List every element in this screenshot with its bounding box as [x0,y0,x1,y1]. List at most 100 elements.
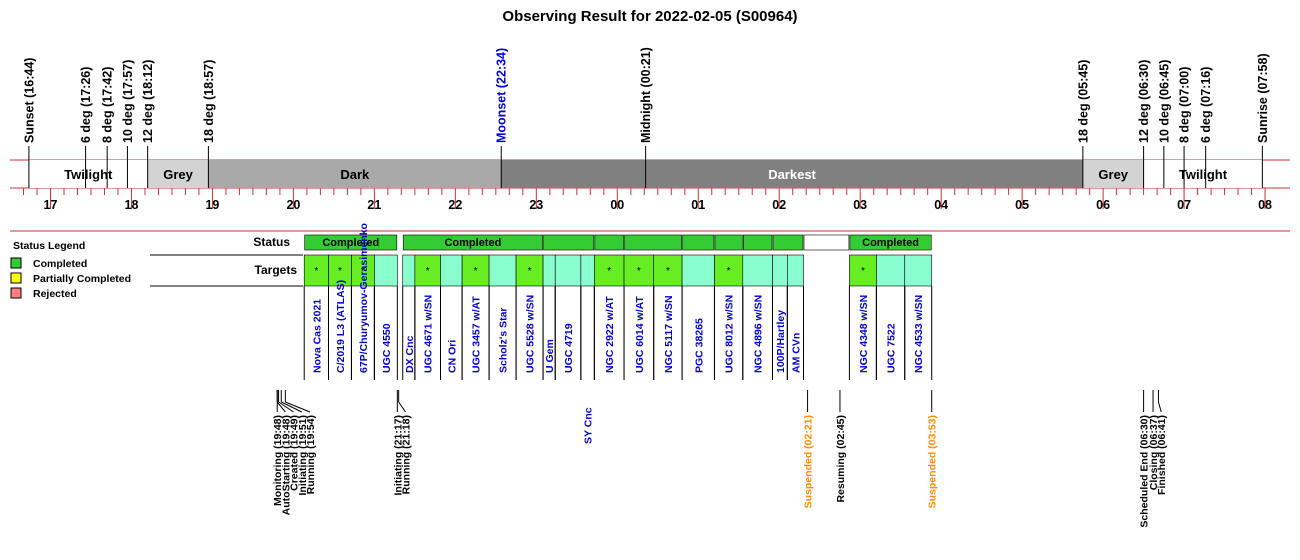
hour-tick-label: 18 [125,198,139,212]
hour-tick-label: 04 [934,198,948,212]
target-cell [554,254,582,287]
sky-event-label: 8 deg (07:00) [1178,67,1192,143]
sky-event-label: 18 deg (18:57) [202,60,216,143]
target-cell [904,254,933,287]
hour-tick-label: 20 [286,198,300,212]
target-cell [488,254,517,287]
hour-tick-label: 22 [448,198,462,212]
run-event-leader [398,401,406,413]
hour-tick-label: 01 [691,198,705,212]
target-marker: * [528,266,532,277]
target-marker: * [338,266,342,277]
status-segment [543,234,595,251]
sky-event-label: 6 deg (17:26) [79,67,93,143]
hour-tick-label: 02 [772,198,786,212]
target-cell [623,254,655,287]
run-event-leader [278,401,294,413]
status-segment [682,234,715,251]
target-cell [849,254,877,287]
sky-event-label: 12 deg (06:30) [1137,60,1151,143]
sky-band-label: Twilight [64,167,113,182]
target-name: UGC 4550 [381,323,393,373]
target-cell [414,254,441,287]
run-event-label: Running (19:54) [305,415,317,494]
sky-event-label: 6 deg (07:16) [1199,67,1213,143]
sky-event-label: 10 deg (06:45) [1157,60,1171,143]
target-name: UGC 5528 w/SN [525,295,537,373]
target-cell [772,254,788,287]
run-event-leader [285,401,311,413]
status-legend: Status Legend Completed Partially Complet… [10,240,131,300]
sky-event-label: Moonset (22:34) [495,48,509,143]
run-event-leader [1157,401,1162,413]
status-segment-label: Completed [444,237,501,249]
sky-band-darkest [501,160,1083,188]
hour-tick-label: 17 [44,198,58,212]
hour-tick-label: 21 [367,198,381,212]
run-event-label: AutoStarting (19:48) [280,415,292,515]
hour-tick-label: 23 [529,198,543,212]
run-event-label: Running (21:18) [401,415,413,494]
status-segments: Completed Completed Completed [304,234,932,251]
target-name: 67P/Churyumov-Gerasimenko [358,223,370,373]
sky-band-label: Dark [340,167,370,182]
sky-band-label: Darkest [768,167,816,182]
target-marker: * [314,266,318,277]
status-segment-label: Completed [322,237,379,249]
target-marker: * [637,266,641,277]
hour-tick-label: 03 [853,198,867,212]
legend-label: Rejected [33,288,77,300]
target-name: Scholz's Star [498,307,510,373]
legend-label: Completed [33,258,87,270]
run-event-label: Finished (06:41) [1156,415,1168,495]
sky-event-label: 8 deg (17:42) [101,67,115,143]
sky-event-label: Sunrise (07:58) [1256,53,1270,143]
status-row-label: Status [253,235,290,249]
run-event-label: Scheduled End (06:30) [1139,415,1151,528]
target-marker: * [861,266,865,277]
hour-tick-label: 07 [1177,198,1191,212]
legend-label: Partially Completed [33,273,131,285]
hour-tick-label: 08 [1258,198,1272,212]
chart-title: Observing Result for 2022-02-05 (S00964) [502,8,797,25]
target-name: U Gem [544,339,556,373]
target-cell [681,254,715,287]
target-name: NGC 2922 w/AT [604,296,616,373]
target-names: Nova Cas 2021 C/2019 L3 (ATLAS) 67P/Churyu… [311,223,925,444]
legend-items: Completed Partially Completed Rejected [10,257,131,300]
target-marker: * [474,266,478,277]
sky-band-dark [208,160,502,188]
target-cell [542,254,556,287]
target-name: NGC 4533 w/SN [913,295,925,373]
run-event-label: Suspended (02:21) [803,415,815,508]
status-segment [594,234,624,251]
target-cell [714,254,744,287]
run-event-label: Closing (06:37) [1148,415,1160,490]
run-event-label: Resuming (02:45) [835,415,847,503]
target-name: DX Cnc [404,336,416,374]
run-event-label: Initiating (21:17) [392,415,404,496]
target-cell [402,254,416,287]
target-marker: * [727,266,731,277]
target-name: SY Cnc [583,407,595,444]
target-name: 100P/Hartley [775,310,787,373]
run-events: Monitoring (19:48)AutoStarting (19:48)Cr… [272,390,1168,528]
status-segment [304,234,398,251]
target-cell [374,254,398,287]
legend-swatch-partially-completed [10,272,22,284]
target-name: Nova Cas 2021 [311,299,323,373]
target-cell [580,254,595,287]
sky-event-label: 12 deg (18:12) [141,60,155,143]
run-event-leader [281,401,303,413]
hour-tick-label: 06 [1096,198,1110,212]
status-segment [849,234,932,251]
target-name: UGC 4671 w/SN [423,295,435,373]
target-name: AM CVn [790,333,802,373]
target-name: C/2019 L3 (ATLAS) [335,280,347,373]
sky-band-label: Twilight [1179,167,1228,182]
run-event-label: Suspended (03:53) [927,415,939,508]
status-segment [803,234,850,251]
status-segment [402,234,543,251]
target-cell [876,254,906,287]
sky-band-label: Grey [1098,167,1128,182]
